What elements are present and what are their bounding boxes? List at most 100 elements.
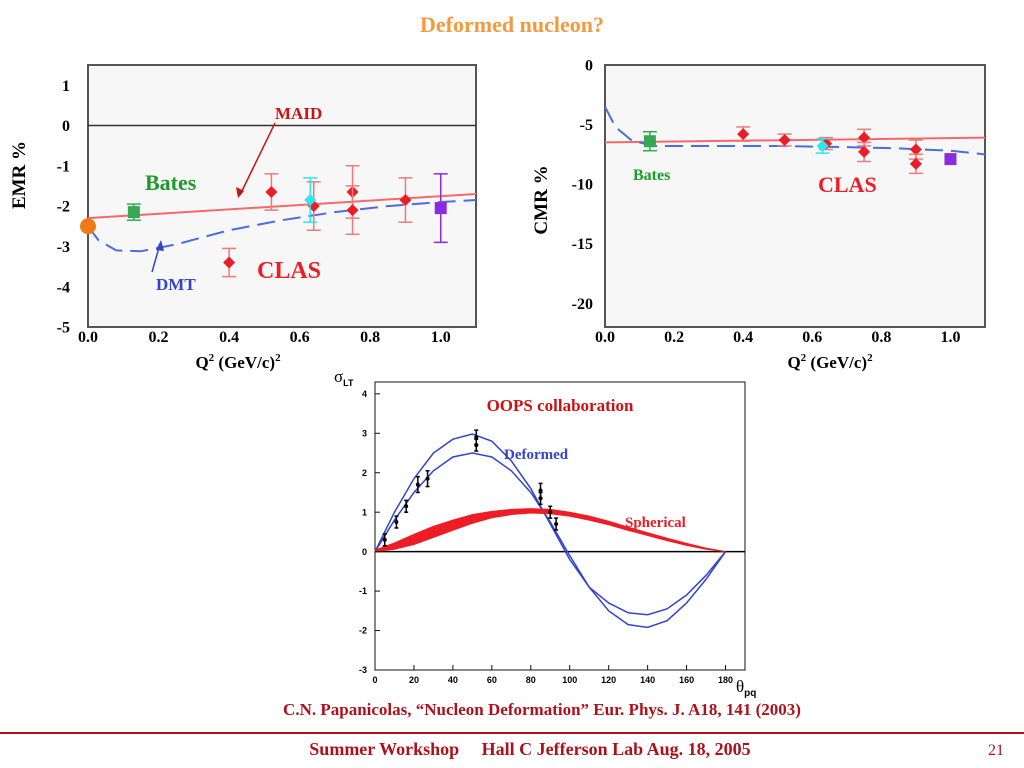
oops-ytick-label: 3 — [362, 428, 367, 438]
emr-hall-c-point — [434, 202, 447, 215]
emr-bates-point — [127, 206, 140, 219]
oops-ytick-label: -2 — [359, 626, 367, 636]
cmr-xtick-label: 0.8 — [871, 329, 891, 346]
oops-xtick-label: 0 — [372, 675, 377, 685]
dmt-arrowhead — [156, 240, 164, 251]
oops-xtick-label: 120 — [601, 675, 616, 685]
emr-plot-frame — [87, 64, 477, 328]
oops-xtick-label: 100 — [562, 675, 577, 685]
emr-annotation-clas: CLAS — [257, 258, 321, 284]
oops-ytick-label: 4 — [362, 389, 367, 399]
oops-ytick-label: -3 — [359, 665, 367, 675]
emr-ytick-label: -1 — [57, 158, 70, 175]
oops-title: OOPS collaboration — [487, 396, 634, 415]
cmr-annotation-clas: CLAS — [818, 172, 877, 197]
cmr-xtick-label: 0.2 — [664, 329, 684, 346]
emr-dmt-curve — [87, 199, 477, 253]
oops-xtick-label: 40 — [448, 675, 458, 685]
cmr-clas-point — [858, 131, 871, 144]
page-number: 21 — [988, 742, 1004, 759]
cmr-ytick-label: -10 — [572, 177, 593, 194]
cmr-ylabel: CMR % — [531, 165, 552, 234]
emr-photon-point — [80, 218, 96, 235]
cmr-xtick-label: 0.4 — [733, 329, 753, 346]
oops-data-point — [538, 496, 543, 501]
emr-ytick-label: -2 — [57, 199, 70, 216]
maid-arrow — [239, 122, 276, 196]
emr-clas-cyan-point — [304, 194, 317, 207]
oops-data-point — [425, 476, 430, 481]
oops-xtick-label: 180 — [718, 675, 733, 685]
emr-annotation-bates: Bates — [145, 170, 197, 195]
cmr-clas-point — [737, 128, 750, 141]
oops-ytick-label: 2 — [362, 468, 367, 478]
cmr-ytick-label: -15 — [572, 236, 593, 253]
oops-xtick-label: 80 — [526, 675, 536, 685]
oops-plot-frame — [374, 381, 746, 671]
emr-clas-point — [223, 256, 236, 269]
oops-spherical-band — [374, 508, 726, 553]
citation: C.N. Papanicolas, “Nucleon Deformation” … — [283, 700, 801, 719]
footer-divider — [0, 732, 1024, 734]
emr-annotation-maid: MAID — [275, 104, 322, 123]
oops-xlabel: θpq — [736, 677, 756, 699]
oops-ytick-label: 0 — [362, 547, 367, 557]
oops-deformed-2-curve — [374, 452, 727, 629]
oops-data-point — [382, 537, 387, 542]
emr-xtick-label: 0.4 — [219, 329, 239, 346]
emr-ytick-label: -5 — [57, 320, 70, 337]
cmr-clas-point — [909, 157, 922, 170]
emr-xtick-label: 0.8 — [360, 329, 380, 346]
oops-data-point — [415, 482, 420, 487]
emr-annotation-dmt: DMT — [156, 275, 196, 294]
cmr-maid-curve — [604, 136, 986, 144]
oops-xtick-label: 160 — [679, 675, 694, 685]
oops-data-point — [474, 435, 479, 440]
cmr-clas-point — [909, 143, 922, 156]
oops-ylabel: σLT — [334, 367, 354, 388]
cmr-xtick-label: 0.6 — [802, 329, 822, 346]
oops-label-deformed: Deformed — [504, 447, 569, 463]
cmr-ytick-label: 0 — [585, 58, 593, 75]
oops-data-point — [404, 504, 409, 509]
oops-data-point — [538, 488, 543, 493]
cmr-dmt-curve — [604, 106, 986, 156]
cmr-clas-cyan-point — [816, 139, 829, 152]
emr-xlabel: Q2 (GeV/c)2 — [195, 352, 281, 372]
emr-xtick-label: 0.6 — [290, 329, 310, 346]
oops-data-point — [474, 443, 479, 448]
cmr-ytick-label: -5 — [580, 117, 593, 134]
oops-ytick-label: 1 — [362, 507, 367, 517]
cmr-xtick-label: 1.0 — [940, 329, 960, 346]
oops-data-point — [548, 510, 553, 515]
cmr-chart: 0 -5 -10 -15 -20 0.0 0.2 0.4 0.6 0.8 1.0 CMR % Q2… — [531, 58, 986, 372]
cmr-hall-c-point — [944, 153, 957, 166]
slide-title: Deformed nucleon? — [420, 12, 604, 37]
emr-maid-curve — [87, 192, 477, 220]
oops-label-spherical: Spherical — [625, 515, 686, 531]
cmr-clas-point — [858, 145, 871, 158]
footer-text: Summer Workshop Hall C Jefferson Lab Aug… — [309, 739, 751, 759]
emr-xtick-label: 0.0 — [78, 329, 98, 346]
emr-clas-point — [265, 185, 278, 198]
oops-xtick-label: 60 — [487, 675, 497, 685]
emr-xtick-label: 0.2 — [149, 329, 169, 346]
oops-ytick-label: -1 — [359, 586, 367, 596]
emr-clas-point — [399, 194, 412, 207]
cmr-xlabel: Q2 (GeV/c)2 — [787, 352, 873, 372]
emr-chart: 1 0 -1 -2 -3 -4 -5 0.0 0.2 0.4 0.6 0.8 1.0 EMR % Q2… — [9, 64, 477, 372]
cmr-ytick-label: -20 — [572, 296, 593, 313]
cmr-bates-point — [643, 135, 656, 148]
emr-ylabel: EMR % — [9, 141, 30, 209]
oops-deformed-curve — [374, 433, 727, 616]
oops-xtick-label: 140 — [640, 675, 655, 685]
emr-ytick-label: -4 — [57, 279, 70, 296]
emr-ytick-label: 0 — [62, 118, 70, 135]
emr-xtick-label: 1.0 — [431, 329, 451, 346]
cmr-plot-frame — [604, 64, 986, 328]
cmr-xtick-label: 0.0 — [595, 329, 615, 346]
oops-chart: 4 3 2 1 0 -1 -2 -3 0 20 40 60 80 100 120 140 160 180 OOP… — [334, 367, 756, 699]
oops-data-point — [394, 520, 399, 525]
emr-ytick-label: -3 — [57, 239, 70, 256]
